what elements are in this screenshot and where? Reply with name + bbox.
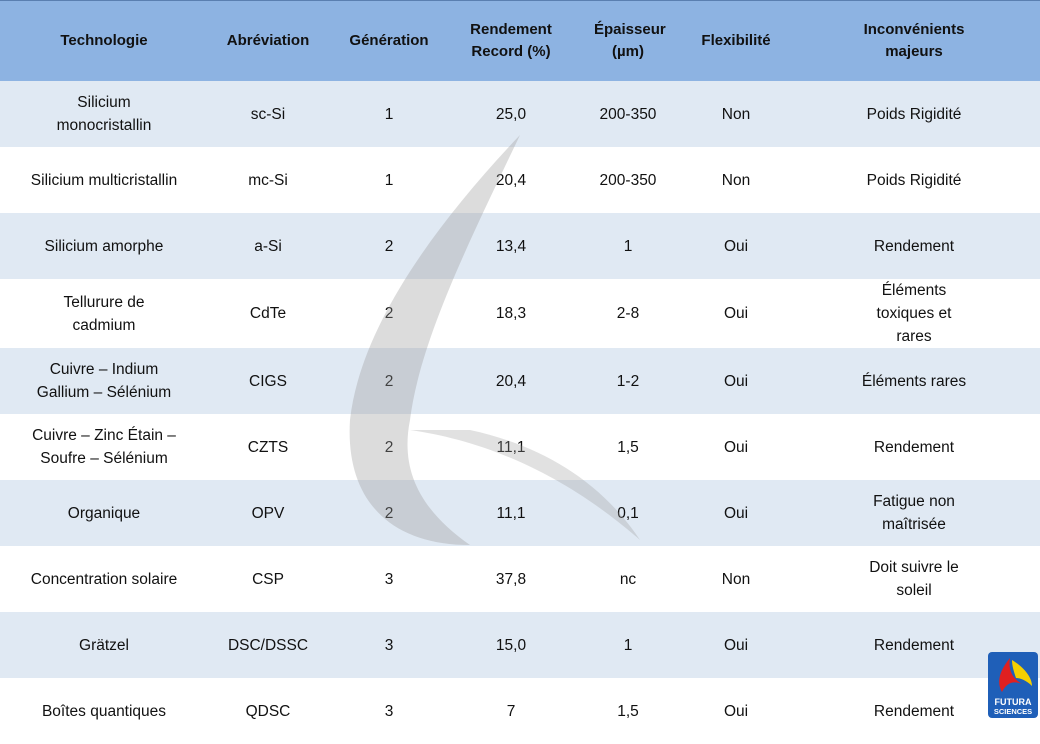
cell-epaisseur: nc: [572, 546, 684, 612]
cell-epaisseur: 1,5: [572, 414, 684, 480]
cell-rendement: 11,1: [450, 414, 572, 480]
cell-generation: 3: [328, 678, 450, 744]
cell-generation: 1: [328, 81, 450, 147]
cell-generation: 2: [328, 279, 450, 348]
cell-rendement: 15,0: [450, 612, 572, 678]
cell-technologie: Boîtes quantiques: [0, 678, 208, 744]
cell-rendement: 18,3: [450, 279, 572, 348]
cell-generation: 3: [328, 612, 450, 678]
cell-flexibilite: Oui: [684, 348, 788, 414]
cell-rendement: 25,0: [450, 81, 572, 147]
cell-rendement: 20,4: [450, 348, 572, 414]
cell-epaisseur: 200-350: [572, 81, 684, 147]
header-flexibilite: Flexibilité: [684, 0, 788, 81]
cell-abreviation: CSP: [208, 546, 328, 612]
cell-epaisseur: 200-350: [572, 147, 684, 213]
cell-abreviation: sc-Si: [208, 81, 328, 147]
cell-inconvenients: Rendement: [788, 612, 1040, 678]
cell-inconvenients: Poids Rigidité: [788, 147, 1040, 213]
cell-inconvenients: Éléments rares: [788, 348, 1040, 414]
cell-abreviation: DSC/DSSC: [208, 612, 328, 678]
cell-generation: 2: [328, 348, 450, 414]
cell-flexibilite: Oui: [684, 480, 788, 546]
cell-generation: 2: [328, 213, 450, 279]
table-row: Tellurure de cadmium CdTe 2 18,3 2-8 Oui Éléme…: [0, 279, 1040, 348]
cell-abreviation: QDSC: [208, 678, 328, 744]
cell-rendement: 7: [450, 678, 572, 744]
cell-epaisseur: 2-8: [572, 279, 684, 348]
cell-flexibilite: Oui: [684, 612, 788, 678]
cell-technologie: Concentration solaire: [0, 546, 208, 612]
cell-inconvenients: Rendement: [788, 414, 1040, 480]
cell-flexibilite: Non: [684, 546, 788, 612]
table-row: Silicium monocristallin sc-Si 1 25,0 200-350…: [0, 81, 1040, 147]
table-row: Cuivre – Zinc Étain – Soufre – Sélénium C…: [0, 414, 1040, 480]
cell-inconvenients: Doit suivre le soleil: [788, 546, 1040, 612]
cell-technologie: Silicium amorphe: [0, 213, 208, 279]
cell-flexibilite: Non: [684, 147, 788, 213]
cell-abreviation: CZTS: [208, 414, 328, 480]
table-row: Grätzel DSC/DSSC 3 15,0 1 Oui Rendement: [0, 612, 1040, 678]
cell-abreviation: mc-Si: [208, 147, 328, 213]
header-row: Technologie Abréviation Génération Rende…: [0, 0, 1040, 81]
cell-abreviation: OPV: [208, 480, 328, 546]
cell-technologie: Tellurure de cadmium: [0, 279, 208, 348]
cell-abreviation: a-Si: [208, 213, 328, 279]
cell-inconvenients: Rendement: [788, 213, 1040, 279]
cell-generation: 3: [328, 546, 450, 612]
cell-epaisseur: 1,5: [572, 678, 684, 744]
cell-flexibilite: Oui: [684, 213, 788, 279]
table-row: Silicium amorphe a-Si 2 13,4 1 Oui Rendement: [0, 213, 1040, 279]
cell-rendement: 11,1: [450, 480, 572, 546]
cell-technologie: Silicium monocristallin: [0, 81, 208, 147]
cell-technologie: Cuivre – Indium Gallium – Sélénium: [0, 348, 208, 414]
header-epaisseur: Épaisseur (µm): [572, 0, 684, 81]
cell-flexibilite: Non: [684, 81, 788, 147]
logo-line2: SCIENCES: [993, 707, 1033, 716]
cell-technologie: Grätzel: [0, 612, 208, 678]
table-row: Concentration solaire CSP 3 37,8 nc Non Doit s…: [0, 546, 1040, 612]
table-row: Organique OPV 2 11,1 0,1 Oui Fatigue non maîtr…: [0, 480, 1040, 546]
cell-flexibilite: Oui: [684, 279, 788, 348]
cell-generation: 2: [328, 480, 450, 546]
table-row: Cuivre – Indium Gallium – Sélénium CIGS 2 2…: [0, 348, 1040, 414]
header-inconvenients: Inconvénients majeurs: [788, 0, 1040, 81]
cell-rendement: 20,4: [450, 147, 572, 213]
cell-flexibilite: Oui: [684, 414, 788, 480]
futura-sciences-logo: FUTURA SCIENCES: [988, 652, 1038, 718]
cell-epaisseur: 1-2: [572, 348, 684, 414]
cell-rendement: 13,4: [450, 213, 572, 279]
cell-generation: 1: [328, 147, 450, 213]
cell-abreviation: CIGS: [208, 348, 328, 414]
header-generation: Génération: [328, 0, 450, 81]
cell-inconvenients: Éléments toxiques et rares: [788, 279, 1040, 348]
cell-epaisseur: 1: [572, 213, 684, 279]
logo-line1: FUTURA: [994, 697, 1032, 707]
cell-technologie: Organique: [0, 480, 208, 546]
table-row: Boîtes quantiques QDSC 3 7 1,5 Oui Rendement: [0, 678, 1040, 744]
cell-rendement: 37,8: [450, 546, 572, 612]
cell-technologie: Silicium multicristallin: [0, 147, 208, 213]
cell-abreviation: CdTe: [208, 279, 328, 348]
header-abreviation: Abréviation: [208, 0, 328, 81]
cell-technologie: Cuivre – Zinc Étain – Soufre – Sélénium: [0, 414, 208, 480]
cell-inconvenients: Poids Rigidité: [788, 81, 1040, 147]
cell-epaisseur: 0,1: [572, 480, 684, 546]
header-rendement: Rendement Record (%): [450, 0, 572, 81]
cell-generation: 2: [328, 414, 450, 480]
header-technologie: Technologie: [0, 0, 208, 81]
cell-inconvenients: Fatigue non maîtrisée: [788, 480, 1040, 546]
table-row: Silicium multicristallin mc-Si 1 20,4 200-35…: [0, 147, 1040, 213]
cell-epaisseur: 1: [572, 612, 684, 678]
cell-flexibilite: Oui: [684, 678, 788, 744]
